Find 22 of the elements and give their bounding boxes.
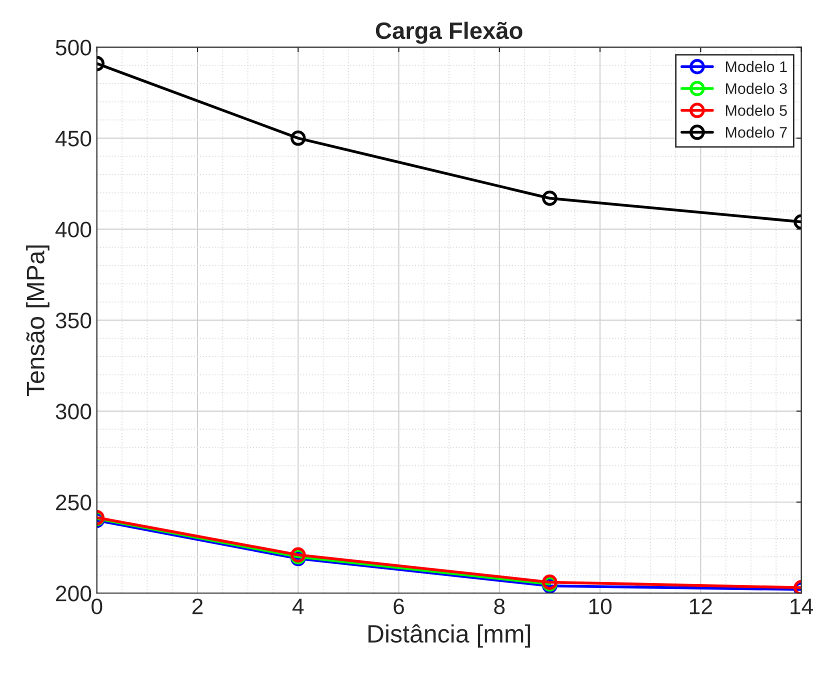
x-tick-label: 2 [192,598,203,614]
legend-label: Modelo 3 [726,82,787,94]
y-tick-label: 500 [56,40,92,56]
x-tick-label: 14 [790,598,814,614]
x-tick-label: 4 [292,598,304,614]
y-axis-title: Tensão [MPa] [26,246,50,396]
x-tick-label: 8 [494,598,505,614]
y-tick-label: 300 [56,404,92,420]
y-tick-label: 250 [56,494,92,510]
y-tick-label: 400 [55,222,92,238]
legend-label: Modelo 7 [726,126,787,138]
y-tick-label: 450 [55,130,92,146]
y-tick-label: 350 [56,312,92,328]
x-tick-label: 10 [589,598,612,614]
x-tick-label: 0 [92,598,102,614]
legend-label: Modelo 1 [726,60,787,72]
x-tick-label: 12 [690,598,712,614]
chart-title: Carga Flexão [376,22,522,44]
x-tick-label: 6 [394,598,404,614]
x-axis-title: Distância [mm] [368,624,530,648]
y-tick-label: 200 [56,586,92,602]
legend-label: Modelo 5 [726,104,787,116]
